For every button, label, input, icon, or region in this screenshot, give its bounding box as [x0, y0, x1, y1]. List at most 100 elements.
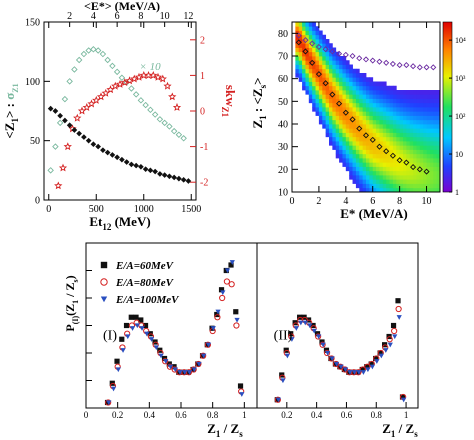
x-tick-label: 1 [242, 410, 247, 420]
heatmap-cell [352, 132, 357, 138]
data-point [337, 363, 344, 370]
y-tick-label: 50 [278, 97, 288, 108]
y2-tick-label: -1 [200, 142, 208, 153]
heatmap-cell [372, 158, 377, 163]
label-part: (I) [71, 316, 80, 325]
heatmap-cell [389, 183, 394, 189]
data-point [233, 309, 239, 315]
x-tick-label: 0 [84, 410, 89, 420]
heatmap-cell [335, 107, 340, 112]
heatmap-cell [392, 162, 397, 167]
heatmap-cell [349, 149, 353, 155]
heatmap-cell [379, 85, 384, 91]
heatmap-cell [298, 26, 303, 31]
heatmap-cell [308, 68, 313, 74]
heatmap-cell [355, 98, 360, 104]
colorbar-tick-label: 1 [455, 188, 459, 197]
heatmap-cell [312, 73, 316, 78]
heatmap-cell [366, 179, 370, 184]
heatmap-cell [436, 107, 440, 112]
heatmap-cell [396, 136, 401, 142]
heatmap-cell [352, 175, 357, 180]
heatmap-cell [305, 77, 310, 82]
x-tick-label: 1 [404, 410, 409, 420]
heatmap-cell [355, 183, 360, 189]
heatmap-cell [355, 81, 360, 87]
heatmap-cell [349, 73, 353, 78]
heatmap-cell [352, 170, 357, 176]
heatmap-cell [362, 179, 367, 184]
heatmap-cell [406, 128, 411, 133]
heatmap-cell [396, 170, 401, 176]
heatmap-cell [433, 94, 438, 99]
heatmap-cell [429, 175, 434, 180]
heatmap-cell [369, 98, 374, 104]
heatmap-cell [308, 73, 313, 78]
heatmap-cell [376, 102, 380, 108]
heatmap-cell [362, 98, 367, 104]
heatmap-cell [302, 85, 306, 91]
heatmap-cell [312, 77, 316, 82]
data-point [119, 336, 125, 342]
heatmap-cell [413, 107, 417, 112]
heatmap-cell [429, 90, 434, 95]
heatmap-cell [436, 115, 440, 121]
heatmap-cell [409, 166, 414, 172]
heatmap-cell [335, 124, 340, 129]
heatmap-cell [433, 132, 438, 138]
sigma-point [80, 50, 88, 58]
heatmap-cell [308, 30, 313, 36]
heatmap-cell [429, 115, 434, 121]
heatmap-cell [352, 158, 357, 163]
plot-frame [291, 21, 441, 193]
sigma-point [175, 131, 183, 138]
heatmap-cell [413, 128, 417, 133]
mean-point [95, 143, 101, 150]
mean-point [104, 149, 111, 156]
data-point [138, 317, 144, 323]
heatmap-cell [302, 22, 306, 27]
heatmap-cell [372, 111, 377, 116]
heatmap-cell [359, 128, 364, 133]
mean-point [309, 59, 316, 66]
data-point [201, 353, 207, 359]
heatmap-cell [436, 90, 440, 95]
heatmap-cell [318, 77, 323, 82]
heatmap-cell [315, 47, 320, 53]
zs-point [410, 63, 417, 70]
heatmap-cell [372, 124, 377, 129]
data-point [134, 323, 140, 329]
heatmap-cell [366, 175, 370, 180]
data-point [186, 370, 193, 375]
heatmap-cell [423, 187, 427, 192]
heatmap-cell [382, 85, 387, 91]
heatmap-cell [382, 141, 387, 146]
heatmap-cell [409, 132, 414, 138]
heatmap-cell [419, 158, 424, 163]
heatmap-cell [362, 85, 367, 91]
heatmap-cell [366, 111, 370, 116]
data-point [274, 396, 281, 403]
heatmap-cell [342, 145, 347, 150]
data-point [224, 268, 231, 274]
heatmap-cell [325, 119, 330, 125]
heatmap-cell [416, 102, 421, 108]
heatmap-cell [419, 102, 424, 108]
x-tick-label: 0.6 [341, 410, 353, 420]
heatmap-cell [403, 162, 407, 167]
mean-point [302, 48, 309, 55]
heatmap-cell [302, 30, 306, 36]
colorbar-tick-label: 10² [455, 112, 466, 121]
heatmap-cell [359, 141, 364, 146]
y2-tick-label: -2 [200, 178, 208, 189]
heatmap-cell [312, 51, 316, 57]
data-point [334, 361, 340, 367]
heatmap-cell [426, 94, 431, 99]
heatmap-cell [359, 183, 364, 189]
heatmap-cell [329, 141, 333, 146]
heatmap-cell [315, 34, 320, 40]
heatmap-cell [369, 187, 374, 192]
heatmap-cell [342, 124, 347, 129]
plot-area [47, 46, 192, 190]
data-point [123, 322, 130, 329]
